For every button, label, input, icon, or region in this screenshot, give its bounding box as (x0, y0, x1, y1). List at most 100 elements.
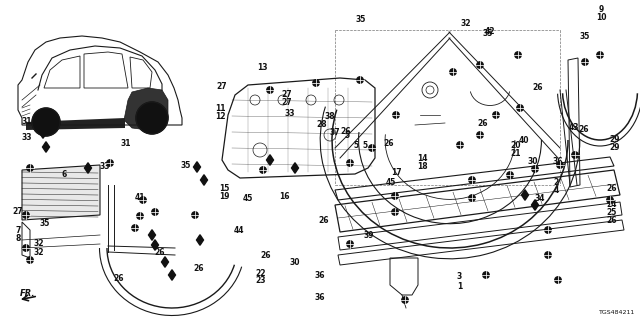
Circle shape (132, 225, 138, 231)
Text: 33: 33 (22, 133, 32, 142)
Text: 31: 31 (121, 139, 131, 148)
Polygon shape (42, 142, 49, 152)
Text: 5: 5 (362, 141, 367, 150)
Polygon shape (291, 163, 298, 173)
Circle shape (557, 162, 563, 168)
Text: 35: 35 (180, 161, 191, 170)
Text: 26: 26 (579, 125, 589, 134)
Text: 27: 27 (13, 207, 23, 216)
Text: 26: 26 (607, 216, 617, 225)
Text: 33: 33 (99, 162, 109, 171)
Circle shape (260, 167, 266, 173)
Text: 41: 41 (134, 193, 145, 202)
Text: 42: 42 (485, 28, 495, 36)
Circle shape (477, 62, 483, 68)
Text: 27: 27 (282, 98, 292, 107)
Circle shape (107, 160, 113, 166)
Text: 35: 35 (356, 15, 366, 24)
Text: 38: 38 (324, 112, 335, 121)
Text: 28: 28 (316, 120, 326, 129)
Text: 26: 26 (384, 140, 394, 148)
Polygon shape (22, 165, 100, 220)
Text: 26: 26 (340, 127, 351, 136)
Polygon shape (148, 230, 156, 240)
Text: 35: 35 (483, 29, 493, 38)
Text: 27: 27 (282, 90, 292, 99)
Circle shape (402, 297, 408, 303)
Circle shape (32, 108, 60, 136)
Polygon shape (531, 200, 538, 210)
Text: 30: 30 (527, 157, 538, 166)
Text: 32: 32 (33, 248, 44, 257)
Text: 4: 4 (554, 186, 559, 195)
Polygon shape (40, 128, 47, 138)
Circle shape (313, 80, 319, 86)
Text: 32: 32 (33, 239, 44, 248)
Text: 33: 33 (284, 109, 294, 118)
Text: TGS484211: TGS484211 (599, 310, 635, 315)
Text: 7: 7 (15, 226, 20, 235)
Text: 44: 44 (234, 226, 244, 235)
Text: 29: 29 (609, 135, 620, 144)
Circle shape (477, 132, 483, 138)
Text: 39: 39 (364, 231, 374, 240)
Text: 17: 17 (392, 168, 402, 177)
Circle shape (545, 252, 551, 258)
Text: 5: 5 (344, 132, 349, 140)
Circle shape (607, 197, 613, 203)
Text: 31: 31 (22, 117, 32, 126)
Text: 11: 11 (216, 104, 226, 113)
Circle shape (347, 160, 353, 166)
Text: 26: 26 (155, 248, 165, 257)
Circle shape (468, 195, 476, 201)
Text: 22: 22 (256, 269, 266, 278)
Circle shape (507, 172, 513, 178)
Circle shape (392, 193, 398, 199)
Polygon shape (152, 240, 159, 250)
Circle shape (457, 142, 463, 148)
Polygon shape (522, 190, 529, 200)
Text: 23: 23 (256, 276, 266, 285)
Text: 26: 26 (607, 184, 617, 193)
Circle shape (27, 257, 33, 263)
Text: 32: 32 (461, 20, 471, 28)
Text: 16: 16 (280, 192, 290, 201)
Circle shape (23, 212, 29, 218)
Text: 36: 36 (315, 293, 325, 302)
Polygon shape (124, 88, 168, 130)
Text: 8: 8 (15, 234, 20, 243)
Text: 25: 25 (607, 208, 617, 217)
Circle shape (483, 272, 489, 278)
Polygon shape (84, 163, 92, 173)
Text: 36: 36 (553, 157, 563, 166)
Circle shape (555, 277, 561, 283)
Text: 40: 40 (518, 136, 529, 145)
Circle shape (532, 166, 538, 172)
Text: FR.: FR. (20, 289, 35, 298)
Text: 26: 26 (260, 252, 271, 260)
Text: 1: 1 (457, 282, 462, 291)
Polygon shape (196, 235, 204, 245)
Text: 12: 12 (216, 112, 226, 121)
Text: 2: 2 (554, 178, 559, 187)
Circle shape (393, 112, 399, 118)
Polygon shape (200, 175, 207, 185)
Circle shape (450, 69, 456, 75)
Circle shape (596, 52, 604, 58)
Circle shape (152, 209, 158, 215)
Text: 13: 13 (257, 63, 268, 72)
Polygon shape (266, 155, 273, 165)
Text: 24: 24 (607, 200, 617, 209)
Circle shape (137, 213, 143, 219)
Text: 36: 36 (315, 271, 325, 280)
Text: 26: 26 (193, 264, 204, 273)
Text: 10: 10 (596, 13, 607, 22)
Circle shape (369, 145, 375, 151)
Text: 18: 18 (417, 162, 428, 171)
Text: 26: 26 (318, 216, 328, 225)
Text: 35: 35 (580, 32, 590, 41)
Circle shape (582, 59, 588, 65)
Circle shape (517, 105, 524, 111)
Text: 9: 9 (599, 5, 604, 14)
Circle shape (192, 212, 198, 218)
